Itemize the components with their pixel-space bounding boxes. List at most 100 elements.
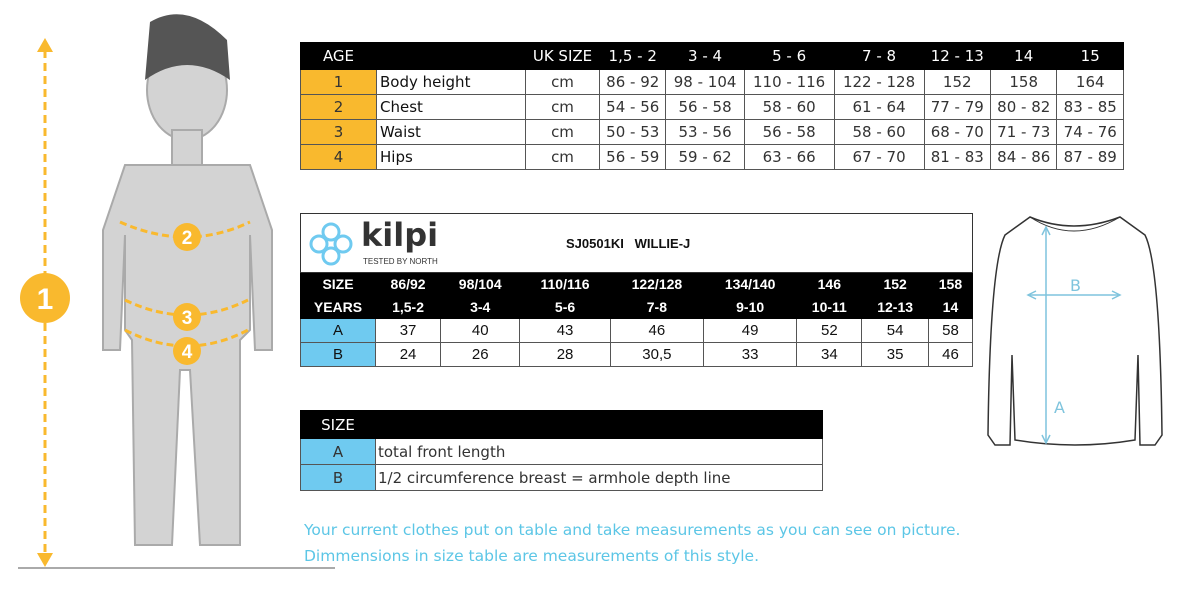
size-value: 81 - 83 [923, 144, 991, 170]
size-value: 122 - 128 [833, 69, 925, 95]
size-value: 59 - 62 [665, 144, 745, 170]
measure-value: 46 [609, 318, 705, 343]
size-cell: 158 [927, 272, 974, 296]
size-value: 58 - 60 [743, 94, 835, 120]
marker-4-label: 4 [182, 342, 193, 363]
measure-value: 43 [519, 318, 611, 343]
header-col: 12 - 13 [923, 42, 991, 70]
size-label: SIZE [300, 272, 376, 296]
kilpi-knot-logo-icon [309, 222, 353, 266]
row-label: Waist [376, 119, 526, 145]
header-age: AGE [300, 42, 377, 70]
header-blank [376, 42, 526, 70]
shirt-label-a: A [1054, 398, 1065, 417]
size-row: 3 Waist cm 50 - 53 53 - 56 56 - 58 58 - 60 68 -… [300, 119, 1124, 145]
size-cell: 110/116 [519, 272, 611, 296]
years-label: YEARS [300, 295, 376, 319]
measure-value: 37 [374, 318, 442, 343]
years-cell: 7-8 [609, 295, 705, 319]
measure-value: 33 [703, 342, 798, 367]
measure-value: 35 [861, 342, 929, 367]
row-label: B [300, 342, 376, 367]
marker-2-label: 2 [182, 228, 193, 249]
measure-value: 52 [796, 318, 863, 343]
legend-desc: total front length [375, 438, 823, 465]
size-value: 54 - 56 [598, 94, 667, 120]
hips-line [124, 328, 249, 348]
header-col: 3 - 4 [665, 42, 745, 70]
marker-3-label: 3 [182, 308, 193, 329]
instruction-note: Your current clothes put on table and ta… [304, 521, 961, 539]
marker-1 [20, 273, 70, 323]
size-value: 58 - 60 [833, 119, 925, 145]
header-col: 15 [1056, 42, 1124, 70]
waist-line [124, 298, 249, 317]
header-col: 5 - 6 [743, 42, 835, 70]
row-number: 2 [300, 94, 377, 120]
years-cell: 14 [927, 295, 974, 319]
size-value: 158 [989, 69, 1058, 95]
size-value: 61 - 64 [833, 94, 925, 120]
size-row: 4 Hips cm 56 - 59 59 - 62 63 - 66 67 - 70 81 - … [300, 144, 1124, 170]
measure-value: 24 [374, 342, 442, 367]
size-cell: 134/140 [703, 272, 798, 296]
size-value: 56 - 58 [665, 94, 745, 120]
size-value: 53 - 56 [665, 119, 745, 145]
size-value: 68 - 70 [923, 119, 991, 145]
size-cell: 98/104 [440, 272, 521, 296]
years-cell: 1,5-2 [374, 295, 442, 319]
child-hair [145, 14, 230, 80]
child-measurement-figure: 1 2 3 4 [18, 14, 335, 569]
row-number: 4 [300, 144, 377, 170]
measure-value: 49 [703, 318, 798, 343]
measure-row: B 24 26 28 30,5 33 34 35 46 [300, 342, 974, 367]
size-value: 67 - 70 [833, 144, 925, 170]
measure-value: 40 [440, 318, 521, 343]
size-cell: 122/128 [609, 272, 705, 296]
size-value: 80 - 82 [989, 94, 1058, 120]
measure-value: 30,5 [609, 342, 705, 367]
years-cell: 5-6 [519, 295, 611, 319]
measure-value: 34 [796, 342, 863, 367]
size-cell: 152 [861, 272, 929, 296]
measure-value: 54 [861, 318, 929, 343]
shirt-outline [987, 216, 1163, 446]
row-label: Hips [376, 144, 526, 170]
row-unit: cm [525, 119, 600, 145]
row-unit: cm [525, 69, 600, 95]
header-col: 7 - 8 [833, 42, 925, 70]
row-number: 3 [300, 119, 377, 145]
size-cell: 146 [796, 272, 863, 296]
size-value: 152 [923, 69, 991, 95]
measure-value: 46 [927, 342, 974, 367]
size-value: 86 - 92 [598, 69, 667, 95]
legend-label: A [300, 438, 376, 465]
size-value: 74 - 76 [1056, 119, 1124, 145]
marker-2 [173, 223, 201, 251]
header-col: 1,5 - 2 [598, 42, 667, 70]
size-value: 56 - 59 [598, 144, 667, 170]
size-value: 77 - 79 [923, 94, 991, 120]
row-label: Body height [376, 69, 526, 95]
years-cell: 3-4 [440, 295, 521, 319]
product-title: SJ0501KI WILLIE-J [566, 236, 691, 251]
size-value: 98 - 104 [665, 69, 745, 95]
size-value: 164 [1056, 69, 1124, 95]
size-row: 2 Chest cm 54 - 56 56 - 58 58 - 60 61 - 64 77 -… [300, 94, 1124, 120]
shirt-label-b: B [1070, 276, 1081, 295]
brand-logo-text: kilpi [361, 216, 439, 254]
instruction-note: Dimmensions in size table are measuremen… [304, 547, 760, 565]
row-number: 1 [300, 69, 377, 95]
size-value: 63 - 66 [743, 144, 835, 170]
years-cell: 9-10 [703, 295, 798, 319]
size-value: 84 - 86 [989, 144, 1058, 170]
row-label: Chest [376, 94, 526, 120]
size-value: 56 - 58 [743, 119, 835, 145]
marker-1-label: 1 [37, 283, 54, 316]
row-unit: cm [525, 144, 600, 170]
years-cell: 10-11 [796, 295, 863, 319]
shirt-diagram: B A [987, 216, 1163, 446]
measure-value: 28 [519, 342, 611, 367]
measure-value: 58 [927, 318, 974, 343]
